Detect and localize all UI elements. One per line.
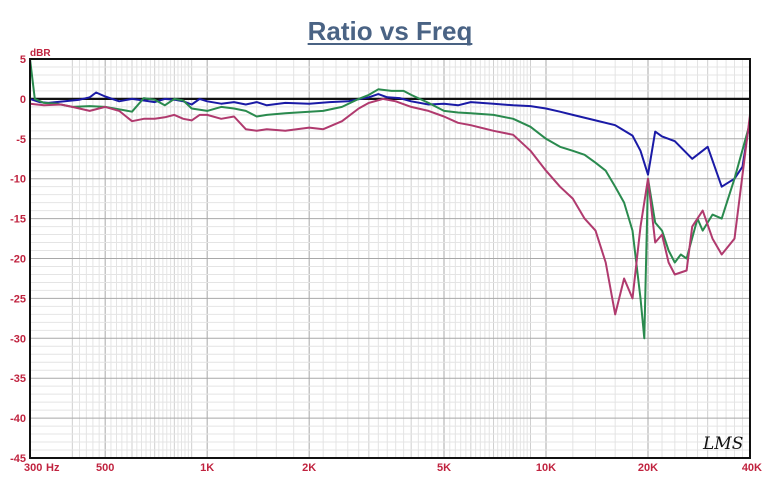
y-tick-label: -25 [10,293,26,305]
y-tick-label: -20 [10,254,26,266]
series-line-3 [29,97,751,316]
x-tick-label: 1K [200,462,214,474]
chart-title: Ratio vs Freq [308,16,473,46]
series-line-2 [29,58,751,340]
x-tick-label: 40K [742,462,762,474]
y-tick-label: -10 [10,174,26,186]
x-tick-label: 20K [638,462,658,474]
y-tick-label: 0 [20,94,26,106]
x-tick-label: 10K [536,462,556,474]
x-unit-label: Hz [46,462,60,474]
y-tick-label: -5 [16,134,26,146]
x-tick-label: 5K [437,462,451,474]
y-tick-label: -15 [10,214,26,226]
grid [30,58,750,459]
y-tick-label: -45 [10,453,26,465]
plot-border [29,58,751,459]
x-tick-label: 500 [96,462,114,474]
y-tick-labels: 5 0 -5 -10 -15 -20 -25 -30 -35 -40 -45 [10,54,26,465]
x-tick-labels: 300 500 1K 2K 5K 10K 20K 40K [24,462,762,474]
y-tick-label: 5 [20,54,26,66]
lms-watermark: LMS [702,434,743,454]
x-tick-label: 2K [302,462,316,474]
series-line-1 [29,91,751,188]
series-layer [29,58,751,340]
x-tick-label: 300 [24,462,42,474]
y-tick-label: -30 [10,333,26,345]
y-tick-label: -40 [10,413,26,425]
y-axis-label: dBR [30,48,51,59]
y-tick-label: -35 [10,373,26,385]
